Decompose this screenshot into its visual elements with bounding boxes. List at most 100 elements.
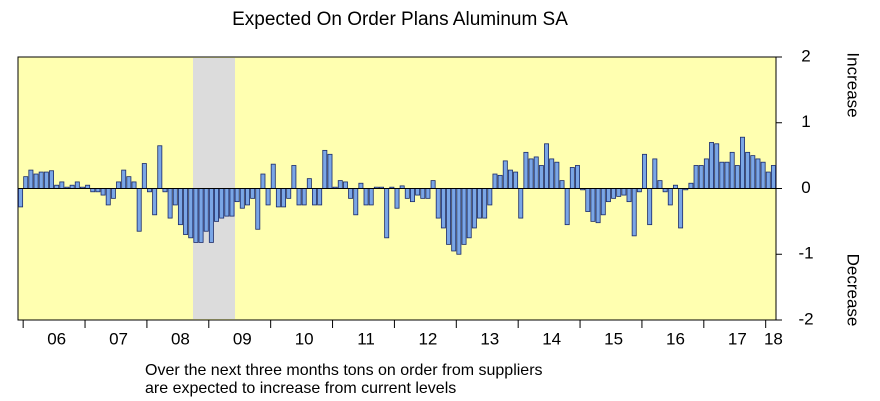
bar <box>136 188 142 232</box>
x-tick-label: 17 <box>728 329 747 348</box>
bar <box>621 188 627 196</box>
bar <box>74 181 80 189</box>
x-tick-label: 16 <box>666 329 685 348</box>
bar <box>368 188 374 206</box>
bar <box>513 171 519 189</box>
bar <box>281 188 287 208</box>
bar <box>719 161 725 189</box>
bar <box>126 176 132 189</box>
bar <box>528 158 534 189</box>
bar <box>600 188 606 216</box>
bar <box>466 188 472 239</box>
bar <box>23 176 29 189</box>
bar <box>564 188 570 226</box>
bar <box>709 142 715 189</box>
bar <box>755 158 761 189</box>
bar <box>342 181 348 189</box>
bar <box>585 188 591 212</box>
bar <box>415 188 421 196</box>
bar <box>770 165 776 189</box>
bar <box>698 165 704 189</box>
bar <box>260 173 266 189</box>
bar <box>348 188 354 199</box>
x-tick-label: 06 <box>47 329 66 348</box>
bar <box>306 178 312 189</box>
x-tick-label: 14 <box>542 329 561 348</box>
bar <box>724 161 730 189</box>
bar <box>616 188 622 197</box>
bar <box>317 188 323 206</box>
bar <box>239 188 245 209</box>
bar <box>363 188 369 206</box>
bar <box>198 188 204 243</box>
bar <box>177 188 183 226</box>
bar <box>642 153 647 189</box>
y-tick-label: 1 <box>801 112 810 131</box>
y-tick-label: -2 <box>798 309 813 328</box>
bar <box>487 188 493 206</box>
bar <box>734 165 740 189</box>
x-tick-label: 13 <box>480 329 499 348</box>
bar <box>250 188 256 199</box>
bar <box>167 188 173 219</box>
y-tick-label: 0 <box>801 178 810 197</box>
bar <box>425 188 431 199</box>
bar <box>523 151 529 189</box>
bar <box>28 169 34 189</box>
bar <box>270 163 276 189</box>
bar <box>538 165 544 189</box>
y-tick-label: 2 <box>801 46 810 65</box>
x-tick-label: 10 <box>295 329 314 348</box>
bar <box>214 188 219 222</box>
bar <box>157 145 163 189</box>
x-tick-label: 09 <box>233 329 252 348</box>
footnote: Over the next three months tons on order… <box>145 362 543 379</box>
bar <box>286 188 292 199</box>
bar <box>301 188 307 206</box>
x-tick-label: 15 <box>604 329 623 348</box>
bar <box>410 188 415 203</box>
bar <box>729 151 735 189</box>
bar <box>312 188 317 206</box>
bar <box>456 188 462 255</box>
bar <box>760 161 766 189</box>
bar <box>631 188 637 237</box>
bar <box>322 149 328 189</box>
bar <box>116 181 122 189</box>
bar <box>518 188 524 219</box>
bar <box>141 163 147 189</box>
bar <box>203 188 209 232</box>
footnote: are expected to increase from current le… <box>145 380 456 397</box>
annotation: Increase <box>844 52 863 117</box>
bar <box>559 180 565 189</box>
bar <box>384 188 390 239</box>
bar <box>208 188 214 243</box>
bar <box>703 158 709 189</box>
bar <box>533 156 539 189</box>
bar <box>435 188 441 219</box>
bar <box>446 188 452 245</box>
bar <box>693 165 699 189</box>
bar <box>740 136 745 189</box>
bar <box>244 188 250 206</box>
bar <box>193 188 199 243</box>
bar <box>394 188 400 209</box>
bar <box>110 188 116 199</box>
bar <box>554 161 560 189</box>
bar <box>502 160 508 189</box>
y-tick-label: -1 <box>798 244 813 263</box>
bar <box>605 188 611 203</box>
bar <box>626 188 632 203</box>
bar <box>337 180 343 189</box>
bar <box>49 170 54 189</box>
bar <box>172 188 178 206</box>
bar <box>188 188 194 239</box>
bar <box>595 188 601 224</box>
bar <box>590 188 596 222</box>
bar <box>507 169 513 189</box>
bar <box>750 155 756 189</box>
bar <box>482 188 488 219</box>
bar <box>451 188 457 252</box>
bar <box>647 188 653 226</box>
bar <box>678 188 684 229</box>
